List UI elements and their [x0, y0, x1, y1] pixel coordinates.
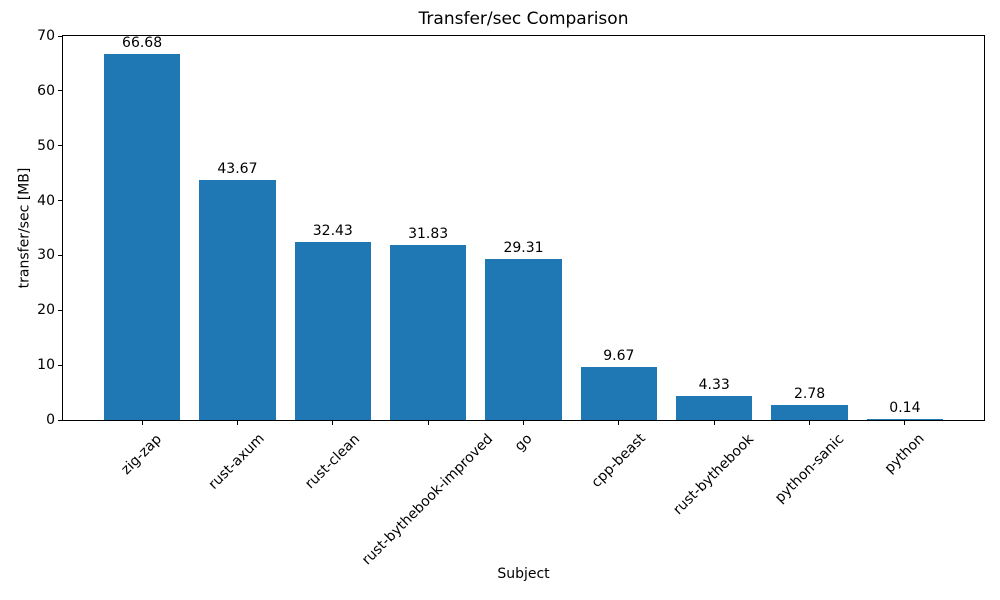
- bar: [866, 419, 944, 420]
- bar-value-label: 29.31: [503, 240, 544, 257]
- bar: [771, 404, 848, 420]
- x-tick-mark: [332, 421, 334, 425]
- x-tick-mark: [809, 421, 811, 425]
- y-tick-label: 50: [37, 137, 55, 154]
- y-tick-label: 0: [46, 412, 55, 428]
- y-tick-mark: [58, 200, 62, 202]
- bar: [103, 54, 181, 420]
- x-tick-mark: [523, 421, 524, 425]
- x-tick-label: python-sanic: [771, 430, 847, 507]
- x-tick-mark: [713, 421, 715, 425]
- y-tick-mark: [58, 35, 62, 37]
- bar-value-label: 66.68: [122, 35, 163, 52]
- y-tick-label: 10: [37, 357, 55, 374]
- y-tick-label: 30: [37, 247, 55, 264]
- x-tick-label: rust-axum: [206, 431, 269, 494]
- bar-value-label: 32.43: [312, 223, 353, 240]
- chart-title: Transfer/sec Comparison: [418, 9, 629, 29]
- bar: [390, 245, 467, 420]
- y-tick-mark: [58, 90, 62, 92]
- bar-value-label: 9.67: [603, 347, 635, 364]
- y-tick-label: 40: [37, 192, 55, 209]
- x-tick-mark: [236, 421, 238, 425]
- bar-value-label: 4.33: [698, 377, 730, 394]
- x-tick-label: rust-bythebook-improved: [359, 430, 497, 569]
- x-tick-mark: [141, 421, 143, 425]
- x-tick-label: rust-clean: [301, 430, 363, 492]
- x-tick-label: go: [511, 430, 535, 455]
- bar: [199, 180, 276, 420]
- bar-value-label: 0.14: [889, 400, 921, 417]
- x-tick-label: zig-zap: [118, 430, 166, 478]
- x-axis-label: Subject: [497, 566, 550, 582]
- y-tick-label: 20: [37, 302, 55, 319]
- bar: [580, 366, 657, 420]
- x-tick-mark: [618, 421, 620, 425]
- bar-value-label: 2.78: [793, 385, 826, 402]
- y-tick-label: 60: [37, 82, 55, 99]
- x-tick-label: cpp-beast: [588, 430, 649, 492]
- y-axis-label: transfer/sec [MB]: [16, 167, 33, 289]
- bar: [676, 396, 753, 420]
- bar: [294, 242, 371, 420]
- y-tick-mark: [58, 309, 62, 311]
- bar-value-label: 43.67: [217, 161, 258, 178]
- y-tick-mark: [58, 145, 62, 147]
- y-tick-mark: [58, 254, 62, 256]
- y-tick-mark: [58, 364, 62, 366]
- x-tick-label: python: [881, 430, 928, 477]
- bar: [485, 259, 562, 420]
- bar-value-label: 31.83: [408, 226, 449, 243]
- y-tick-label: 70: [37, 28, 55, 44]
- x-tick-label: rust-bythebook: [670, 431, 758, 518]
- x-tick-mark: [427, 421, 429, 425]
- x-tick-mark: [904, 421, 906, 425]
- y-tick-mark: [58, 419, 62, 421]
